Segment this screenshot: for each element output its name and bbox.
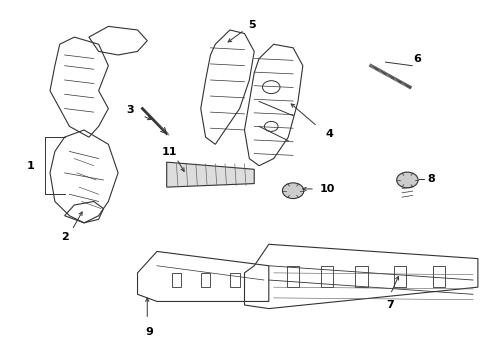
Bar	[201, 273, 210, 287]
Bar	[393, 266, 406, 287]
Text: 3: 3	[126, 105, 134, 115]
Bar	[321, 266, 333, 287]
Text: 9: 9	[145, 327, 153, 337]
Bar	[355, 266, 367, 287]
Bar	[171, 273, 181, 287]
Bar	[229, 273, 239, 287]
Bar	[432, 266, 445, 287]
Text: 5: 5	[247, 19, 255, 30]
Polygon shape	[166, 162, 254, 187]
Text: 7: 7	[386, 300, 393, 310]
Text: 1: 1	[27, 161, 34, 171]
Text: 4: 4	[325, 129, 333, 139]
Text: 10: 10	[319, 184, 334, 194]
Circle shape	[282, 183, 303, 199]
Text: 6: 6	[412, 54, 420, 64]
Circle shape	[396, 172, 417, 188]
Bar	[287, 266, 299, 287]
Text: 8: 8	[427, 174, 435, 184]
Text: 11: 11	[161, 147, 177, 157]
Text: 2: 2	[61, 232, 68, 242]
